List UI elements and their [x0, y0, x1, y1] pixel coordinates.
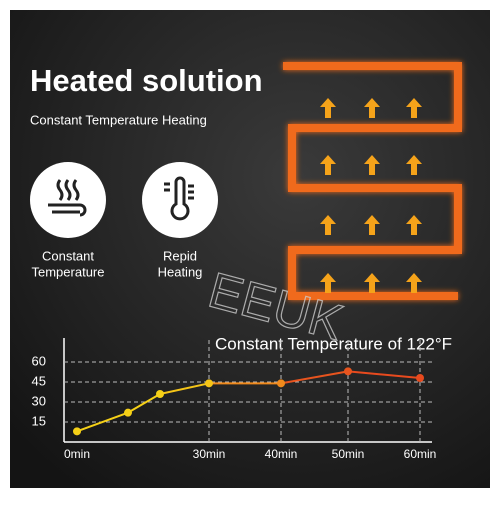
- line-segment: [159, 382, 210, 395]
- line-segment: [127, 393, 161, 414]
- x-tick-label: 40min: [265, 447, 298, 461]
- heating-coil: [283, 62, 462, 300]
- line-segment: [76, 411, 129, 433]
- icon-glyph: [48, 179, 87, 217]
- data-point: [344, 367, 352, 376]
- data-point: [416, 374, 424, 382]
- feature-label: Heating: [158, 264, 203, 279]
- icon-heating: [142, 162, 218, 238]
- icon-glyph: [164, 176, 194, 221]
- title: Heated solution: [30, 63, 263, 98]
- x-tick-label: 0min: [64, 447, 90, 461]
- data-point: [124, 408, 132, 417]
- data-point: [73, 427, 81, 436]
- y-tick-label: 60: [32, 353, 46, 368]
- chart-title: Constant Temperature of 122°F: [215, 334, 452, 353]
- y-tick-label: 30: [32, 393, 46, 408]
- x-tick-label: 60min: [404, 447, 437, 461]
- subtitle: Constant Temperature Heating: [30, 112, 207, 127]
- y-tick-label: 15: [32, 413, 46, 428]
- data-point: [205, 379, 213, 388]
- x-tick-label: 50min: [332, 447, 365, 461]
- feature-label: Temperature: [32, 264, 105, 279]
- x-tick-label: 30min: [193, 447, 226, 461]
- feature-label: Repid: [163, 248, 197, 263]
- data-point: [277, 379, 285, 388]
- line-segment: [347, 370, 421, 379]
- feature-label: Constant: [42, 248, 94, 263]
- data-point: [156, 390, 164, 398]
- y-tick-label: 45: [32, 373, 46, 388]
- line-segment: [280, 370, 349, 385]
